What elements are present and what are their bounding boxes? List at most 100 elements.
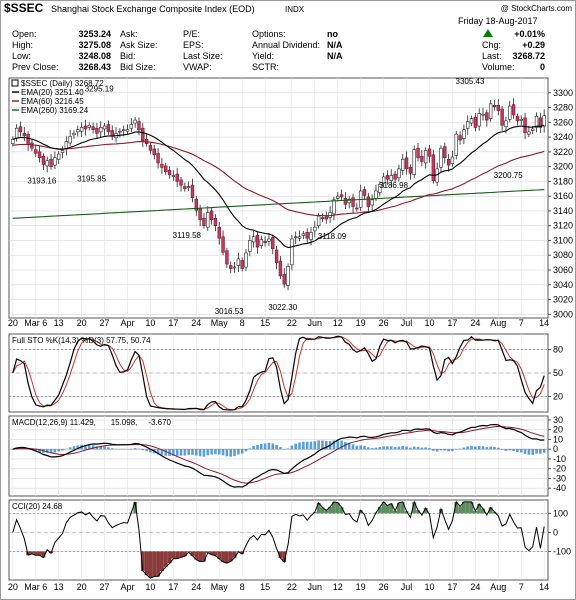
macd-histogram-bar: [206, 449, 210, 456]
candle: [347, 198, 351, 204]
macd-histogram-bar: [527, 449, 531, 455]
macd-histogram-bar: [38, 449, 41, 452]
y-tick-label: 3020: [553, 295, 573, 305]
macd-histogram-bar: [374, 447, 378, 450]
macd-histogram-bar: [61, 449, 64, 451]
candle: [118, 130, 122, 133]
macd-histogram-bar: [382, 446, 385, 450]
price-annotation: 3186.98: [379, 181, 408, 190]
price-annotation: 3118.09: [318, 232, 347, 241]
change-pct: +0.01%: [514, 29, 545, 39]
candle: [446, 158, 451, 166]
y-tick-label: 3080: [553, 250, 573, 260]
candle: [248, 240, 252, 252]
macd-histogram-bar: [68, 447, 72, 450]
chart-date: Friday 18-Aug-2017: [458, 16, 538, 26]
quote-label: Yield:: [252, 51, 274, 61]
macd-histogram-bar: [416, 446, 420, 450]
cci-overbought-fill: [488, 507, 493, 514]
candle: [18, 126, 23, 133]
candle: [492, 105, 497, 108]
candle: [49, 158, 53, 167]
legend-text: $SSEC (Daily) 3268.72: [21, 79, 104, 88]
cci-oversold-fill: [278, 551, 283, 558]
y-tick-label: 3040: [553, 280, 573, 290]
macd-histogram-bar: [523, 449, 527, 454]
candle: [133, 119, 137, 124]
cci-overbought-fill: [389, 503, 394, 514]
cci-overbought-fill: [133, 501, 138, 514]
candle: [259, 239, 263, 246]
x-tick-label: Jul: [401, 582, 413, 592]
macd-histogram-bar: [290, 445, 294, 450]
candle: [217, 226, 221, 239]
candle: [194, 198, 199, 211]
candle: [278, 260, 283, 277]
cci-overbought-fill: [423, 507, 428, 514]
cci-overbought-fill: [332, 501, 336, 514]
x-tick-label: Mar 6: [24, 582, 47, 592]
cci-oversold-fill: [198, 551, 203, 562]
price-annotation: 3305.43: [456, 77, 485, 86]
candle: [443, 146, 447, 159]
y-tick-label: 20: [553, 425, 563, 435]
cci-overbought-fill: [79, 511, 84, 514]
candle: [462, 129, 466, 139]
macd-histogram-bar: [294, 443, 298, 450]
macd-histogram-bar: [378, 447, 382, 450]
x-tick-label: 17: [168, 582, 178, 592]
candle: [534, 116, 539, 128]
legend-text: Full STO %K(14,3) %D(3) 57.75, 50.74: [12, 336, 151, 345]
x-tick-label: Jul: [401, 318, 413, 328]
x-tick-label: 8: [240, 582, 245, 592]
macd-histogram-bar: [263, 443, 267, 450]
macd-histogram-bar: [420, 447, 424, 450]
candle: [458, 135, 462, 141]
macd-histogram-bar: [336, 440, 340, 450]
x-tick-label: 7: [519, 318, 524, 328]
cci-overbought-fill: [339, 507, 344, 514]
macd-histogram-bar: [160, 449, 164, 456]
cci-oversold-fill: [179, 551, 183, 558]
candle: [450, 156, 455, 164]
candle: [500, 108, 504, 126]
x-tick-label: Apr: [120, 318, 134, 328]
x-tick-label: 27: [100, 582, 110, 592]
macd-histogram-bar: [359, 445, 362, 450]
price-annotation: 3200.75: [494, 171, 523, 180]
x-tick-label: 20: [8, 318, 18, 328]
cci-oversold-fill: [209, 551, 214, 555]
x-tick-label: 24: [191, 318, 201, 328]
macd-histogram-bar: [462, 447, 466, 450]
x-tick-label: 10: [424, 318, 434, 328]
cci-overbought-fill: [316, 502, 321, 514]
candle: [305, 232, 309, 239]
candle: [343, 198, 348, 205]
quote-label: Last:: [482, 51, 502, 61]
y-tick-label: -40: [553, 483, 566, 493]
quote-label: High:: [12, 40, 33, 50]
macd-histogram-bar: [397, 446, 401, 450]
cci-oversold-fill: [159, 551, 164, 572]
macd-histogram-bar: [187, 449, 190, 455]
macd-histogram-bar: [302, 441, 305, 450]
cci-oversold-fill: [221, 551, 225, 562]
cci-oversold-fill: [175, 551, 180, 559]
candle: [328, 212, 332, 218]
candle: [206, 212, 210, 228]
candle: [232, 266, 237, 269]
macd-histogram-bar: [198, 449, 202, 457]
cci-oversold-fill: [202, 551, 206, 562]
candle: [45, 160, 49, 167]
up-arrow-icon: [483, 29, 493, 37]
macd-histogram-bar: [367, 447, 370, 450]
legend-text: EMA(260) 3169.24: [21, 106, 89, 115]
cci-overbought-fill: [412, 501, 417, 514]
quote-label: Low:: [12, 51, 31, 61]
cci-oversold-fill: [190, 551, 195, 556]
macd-histogram-bar: [424, 447, 427, 450]
quote-label: Volume:: [482, 62, 515, 72]
candle: [542, 115, 546, 127]
cci-oversold-fill: [148, 551, 153, 579]
